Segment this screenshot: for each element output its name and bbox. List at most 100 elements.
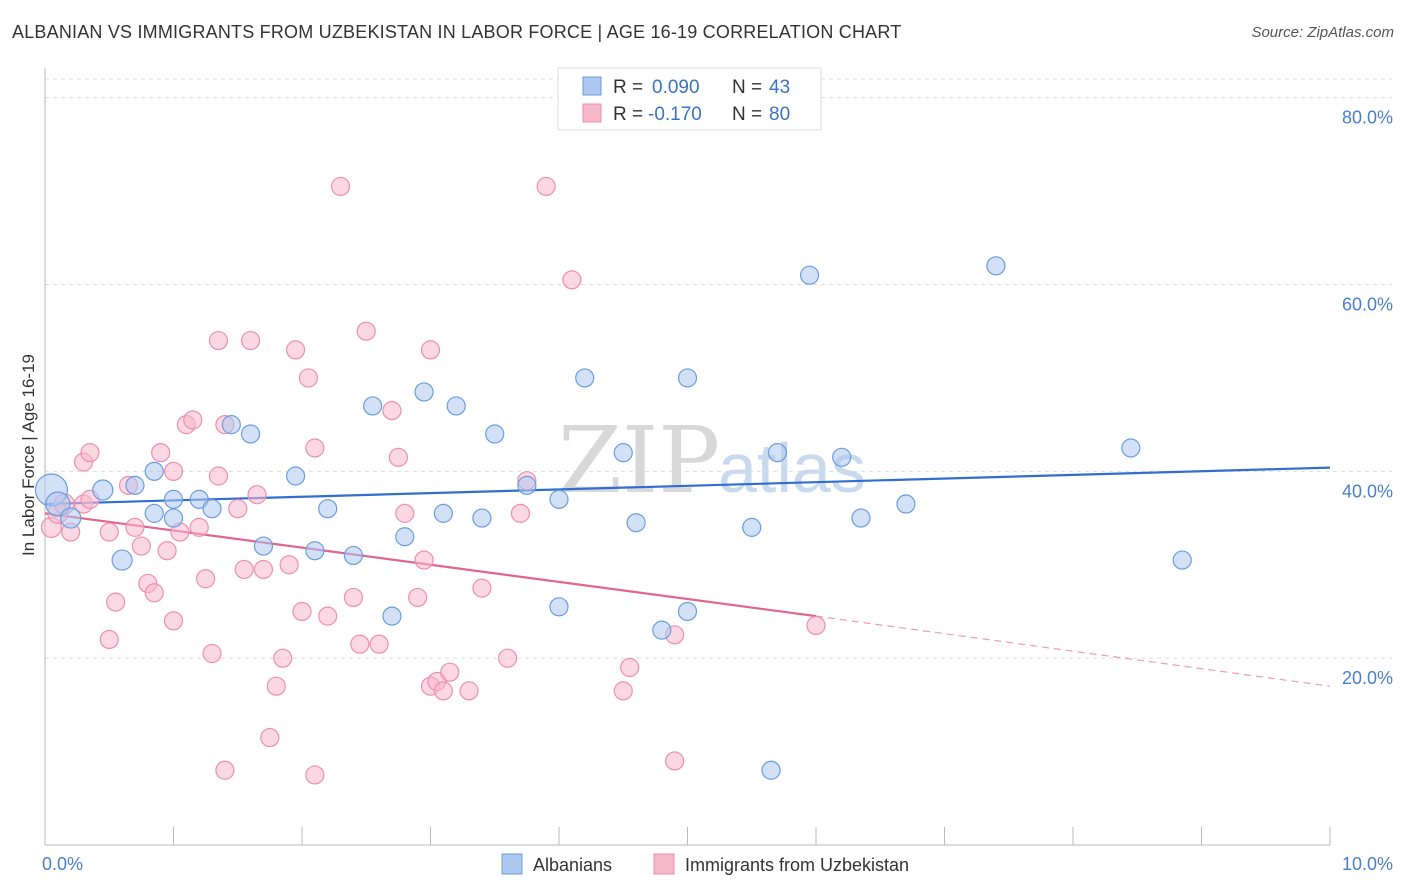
- point-uzbekistan: [562, 270, 582, 290]
- axes: [44, 68, 1331, 846]
- point-albanians: [652, 620, 672, 640]
- point-albanians: [221, 415, 241, 435]
- point-albanians: [896, 494, 916, 514]
- point-albanians: [144, 503, 164, 523]
- point-uzbekistan: [99, 629, 119, 650]
- point-uzbekistan: [356, 321, 376, 341]
- watermark-atlas: atlas: [718, 429, 866, 507]
- y-tick-label: 60.0%: [1342, 295, 1393, 315]
- point-uzbekistan: [298, 368, 319, 388]
- point-albanians: [363, 396, 383, 416]
- point-albanians: [986, 256, 1006, 276]
- bottom-legend-uzbekistan: Immigrants from Uzbekistan: [685, 855, 909, 875]
- point-uzbekistan: [196, 569, 216, 589]
- point-albanians: [613, 443, 633, 463]
- legend-n-label: N =: [732, 77, 762, 98]
- data-points: [34, 176, 1192, 785]
- point-uzbekistan: [395, 503, 415, 523]
- watermark-zip: ZIP: [558, 407, 720, 514]
- point-albanians: [767, 443, 788, 463]
- point-albanians: [92, 479, 114, 501]
- point-albanians: [318, 499, 338, 519]
- bottom-legend-swatch-uzbekistan: [653, 853, 675, 875]
- trend-line-dashed-1: [815, 615, 1331, 687]
- point-uzbekistan: [228, 499, 248, 519]
- bottom-legend-swatch-albanians: [501, 853, 523, 875]
- point-uzbekistan: [330, 176, 351, 197]
- point-albanians: [202, 499, 222, 519]
- point-albanians: [144, 461, 164, 481]
- point-uzbekistan: [157, 541, 177, 561]
- watermark: ZIP atlas: [558, 407, 866, 514]
- point-uzbekistan: [106, 592, 126, 612]
- point-uzbekistan: [498, 648, 518, 668]
- point-uzbekistan: [459, 681, 479, 701]
- legend-n-value: 80: [769, 104, 790, 125]
- point-uzbekistan: [620, 657, 640, 678]
- legend-r-label: R =: [613, 77, 643, 98]
- point-uzbekistan: [665, 751, 685, 771]
- point-albanians: [253, 536, 274, 556]
- point-albanians: [517, 475, 537, 495]
- point-albanians: [485, 424, 505, 444]
- point-uzbekistan: [266, 676, 286, 696]
- point-albanians: [433, 503, 453, 523]
- point-uzbekistan: [433, 681, 453, 701]
- point-albanians: [395, 527, 415, 547]
- point-uzbekistan: [536, 176, 556, 197]
- point-uzbekistan: [273, 648, 293, 668]
- y-tick-label: 20.0%: [1342, 668, 1393, 688]
- legend-r-value: -0.170: [648, 104, 702, 125]
- x-tick-label: 10.0%: [1342, 854, 1393, 874]
- point-uzbekistan: [279, 555, 299, 575]
- point-albanians: [446, 396, 466, 416]
- point-uzbekistan: [350, 634, 370, 654]
- point-uzbekistan: [208, 466, 229, 486]
- series-legend: Albanians Immigrants from Uzbekistan: [501, 853, 909, 875]
- point-albanians: [285, 466, 306, 486]
- point-albanians: [1172, 550, 1192, 570]
- bottom-legend-albanians: Albanians: [533, 855, 612, 875]
- point-albanians: [305, 541, 325, 561]
- point-albanians: [472, 508, 492, 528]
- point-uzbekistan: [144, 583, 164, 603]
- point-uzbekistan: [189, 517, 209, 537]
- point-albanians: [677, 368, 698, 388]
- legend-n-label: N =: [732, 104, 762, 125]
- point-uzbekistan: [382, 401, 402, 421]
- point-uzbekistan: [343, 587, 363, 608]
- point-uzbekistan: [247, 485, 267, 505]
- point-albanians: [111, 549, 133, 571]
- point-uzbekistan: [163, 461, 184, 481]
- y-tick-labels: 20.0% 40.0% 60.0% 80.0%: [1342, 108, 1393, 688]
- point-albanians: [414, 382, 434, 402]
- stats-legend: R = 0.090 N = 43 R = -0.170 N = 80: [557, 67, 822, 131]
- point-albanians: [163, 489, 184, 509]
- point-uzbekistan: [613, 681, 633, 701]
- point-uzbekistan: [260, 727, 280, 748]
- y-axis-label: In Labor Force | Age 16-19: [19, 354, 38, 556]
- legend-swatch-uzbekistan: [582, 103, 602, 123]
- point-uzbekistan: [806, 615, 826, 636]
- point-uzbekistan: [99, 522, 119, 542]
- point-uzbekistan: [202, 643, 222, 664]
- x-tick-labels: 0.0% 10.0%: [42, 854, 1393, 874]
- legend-n-value: 43: [769, 77, 790, 98]
- point-albanians: [549, 597, 569, 617]
- point-albanians: [575, 368, 595, 388]
- point-albanians: [549, 489, 569, 509]
- point-uzbekistan: [234, 559, 254, 580]
- point-uzbekistan: [408, 587, 428, 608]
- point-albanians: [382, 606, 402, 626]
- point-uzbekistan: [472, 578, 492, 598]
- point-uzbekistan: [241, 330, 261, 351]
- point-uzbekistan: [292, 601, 312, 622]
- point-uzbekistan: [440, 662, 460, 682]
- point-albanians: [742, 517, 762, 537]
- point-uzbekistan: [125, 517, 145, 537]
- point-uzbekistan: [253, 559, 274, 580]
- chart-title: ALBANIAN VS IMMIGRANTS FROM UZBEKISTAN I…: [12, 22, 902, 42]
- point-albanians: [851, 508, 871, 528]
- legend-r-label: R =: [613, 104, 643, 125]
